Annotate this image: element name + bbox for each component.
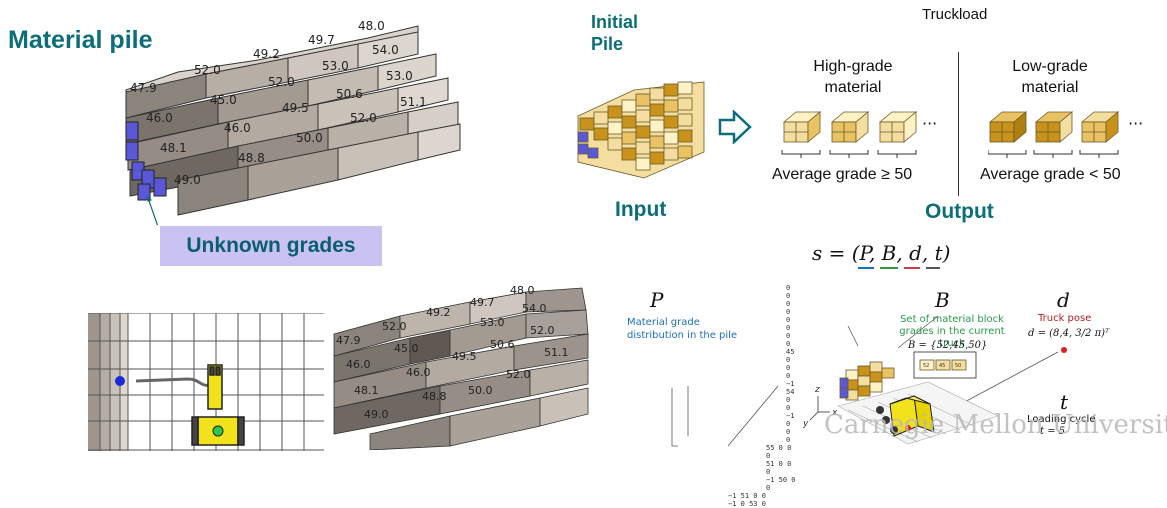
arrow-right-icon xyxy=(718,110,752,144)
material-pile-diagram: 48.0 49.7 54.0 49.2 53.0 53.0 52.0 52.0 … xyxy=(125,19,461,225)
bottom-pile-grade: 52.0 xyxy=(506,368,531,381)
material-pile-title: Material pile xyxy=(8,26,153,54)
pile-grade: 46.0 xyxy=(224,121,251,135)
b-symbol: B xyxy=(935,288,950,312)
pile-grade: 48.0 xyxy=(358,19,385,33)
b-value: B = {52,45,50} xyxy=(908,340,988,351)
low-grade-cubes xyxy=(988,111,1120,158)
bottom-pile-grade: 53.0 xyxy=(480,316,505,329)
bottom-pile-grade: 48.8 xyxy=(422,390,447,403)
pile-grade: 52.0 xyxy=(268,75,295,89)
pile-grade: 49.7 xyxy=(308,33,335,47)
matrix-row: 51 0 0 0 xyxy=(766,460,792,476)
matrix-row: −1 51 0 0 xyxy=(728,492,766,500)
p-symbol: P xyxy=(650,288,664,312)
matrix-row: 0 0 0 0 xyxy=(786,284,791,316)
bottom-pile-grade: 52.0 xyxy=(530,324,555,337)
initial-pile-icon xyxy=(577,81,705,179)
state-formula: s = (P, B, d, t) xyxy=(812,241,951,265)
bottom-pile-grade: 49.0 xyxy=(364,408,389,421)
pile-grade: 52.0 xyxy=(350,111,377,125)
axis-z-label: z xyxy=(814,385,820,395)
bottom-pile-diagram: 48.0 49.7 54.0 49.2 53.0 52.0 52.0 50.6 … xyxy=(333,284,589,450)
pile-grade: 51.1 xyxy=(400,95,427,109)
b-caption: Set of material block grades in the curr… xyxy=(899,314,1005,349)
output-label: Output xyxy=(925,200,994,223)
pile-grade: 54.0 xyxy=(372,43,399,57)
truckload-divider xyxy=(958,52,959,196)
pile-grade: 53.0 xyxy=(322,59,349,73)
axis-x-label: x xyxy=(831,408,838,418)
matrix-row: 0 0 0 0 xyxy=(786,316,791,348)
input-label: Input xyxy=(615,198,667,221)
matrix-row: −1 54 0 0 xyxy=(786,380,795,412)
watermark: Carnegie Mellon University xyxy=(824,410,1167,440)
block-label: 52 xyxy=(923,363,929,369)
matrix-row: −1 0 0 0 xyxy=(786,412,795,444)
t-caption: Loading cycle xyxy=(1027,414,1096,425)
matrix-row: −1 0 53 0 xyxy=(728,500,766,508)
bottom-pile-grade: 49.7 xyxy=(470,296,495,309)
pile-grade: 46.0 xyxy=(146,111,173,125)
high-grade-ellipsis: ··· xyxy=(922,114,938,133)
high-grade-label: High-grade material xyxy=(813,58,893,96)
pile-grade: 53.0 xyxy=(386,69,413,83)
pile-grade: 49.5 xyxy=(282,101,309,115)
bottom-pile-grade: 45.0 xyxy=(394,342,419,355)
matrix-row: 55 0 0 0 xyxy=(766,444,792,460)
pile-grade: 49.2 xyxy=(253,47,280,61)
pile-grade: 52.0 xyxy=(194,63,221,77)
high-grade-cubes xyxy=(781,111,918,158)
bottom-pile-grade: 46.0 xyxy=(346,358,371,371)
t-symbol: t xyxy=(1060,390,1069,414)
d-symbol: d xyxy=(1057,288,1070,312)
bottom-pile-grade: 54.0 xyxy=(522,302,547,315)
bottom-pile-grade: 49.5 xyxy=(452,350,477,363)
bottom-pile-grade: 50.6 xyxy=(490,338,515,351)
p-caption: Material grade distribution in the pile xyxy=(627,317,738,341)
unknown-grades-label: Unknown grades xyxy=(160,226,382,266)
formula-underlines xyxy=(858,267,940,269)
block-label: 45 xyxy=(939,363,945,369)
t-value: t = 5 xyxy=(1040,426,1066,437)
initial-pile-label: Initial Pile xyxy=(591,12,639,54)
average-high-label: Average grade ≥ 50 xyxy=(772,166,913,183)
bottom-pile-grade: 48.0 xyxy=(510,284,535,297)
low-grade-ellipsis: ··· xyxy=(1128,114,1144,133)
d-caption: Truck pose xyxy=(1038,313,1092,324)
bottom-pile-grade: 46.0 xyxy=(406,366,431,379)
bottom-pile-grade: 52.0 xyxy=(382,320,407,333)
pile-grade: 47.9 xyxy=(130,81,157,95)
bottom-pile-grade: 47.9 xyxy=(336,334,361,347)
matrix-row: −1 50 0 0 xyxy=(766,476,796,492)
bottom-pile-grade: 49.2 xyxy=(426,306,451,319)
pile-grade: 50.6 xyxy=(336,87,363,101)
state-3d-scene: 52 45 50 z y x xyxy=(671,315,1067,447)
pile-grade: 50.0 xyxy=(296,131,323,145)
pile-grade: 48.1 xyxy=(160,141,187,155)
low-grade-label: Low-grade material xyxy=(1012,58,1088,96)
bottom-pile-grade: 51.1 xyxy=(544,346,569,359)
axis-y-label: y xyxy=(802,419,809,429)
matrix-row: 45 0 0 0 xyxy=(786,348,795,380)
d-value: d = (8,4, 3/2 π)ᵀ xyxy=(1028,328,1110,339)
truckload-label: Truckload xyxy=(922,6,988,23)
pile-grade: 45.0 xyxy=(210,93,237,107)
bottom-pile-grade: 50.0 xyxy=(468,384,493,397)
average-low-label: Average grade < 50 xyxy=(980,166,1121,183)
pile-grade: 48.8 xyxy=(238,151,265,165)
grid-map xyxy=(88,313,324,451)
bottom-pile-grade: 48.1 xyxy=(354,384,379,397)
block-label: 50 xyxy=(955,363,961,369)
pile-grade: 49.0 xyxy=(174,173,201,187)
